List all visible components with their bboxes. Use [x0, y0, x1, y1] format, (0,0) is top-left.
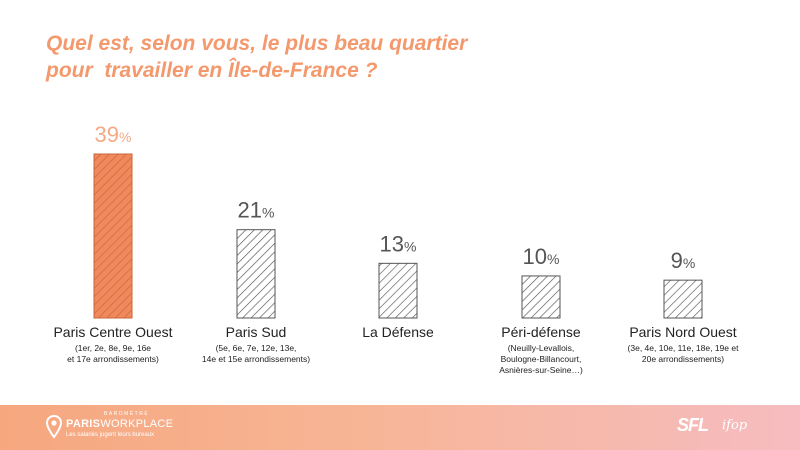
chart-title-line-1: Quel est, selon vous, le plus beau quart…: [46, 32, 468, 55]
category-sublabel: Boulogne-Billancourt,: [501, 354, 582, 364]
chart-title: Quel est, selon vous, le plus beau quart…: [46, 30, 646, 84]
ifop-logo: ifop: [722, 418, 748, 433]
brand-tagline: Les salariés jugent leurs bureaux: [66, 432, 155, 438]
brand-name: PARISWORKPLACE: [66, 418, 206, 431]
category-label: Paris Sud: [226, 324, 287, 340]
category-label: Paris Nord Ouest: [629, 324, 736, 340]
bar: [663, 279, 703, 319]
location-pin-icon: [46, 415, 62, 439]
bar: [93, 153, 133, 319]
value-unit: %: [547, 251, 559, 267]
footer-bar: BAROMÈTRE PARISWORKPLACE Les salariés ju…: [0, 405, 800, 450]
brand-name-bold: PARIS: [66, 418, 101, 430]
category-sublabel: (5e, 6e, 7e, 12e, 13e,: [216, 343, 297, 353]
brand-name-light: WORKPLACE: [100, 418, 174, 430]
value-unit: %: [404, 238, 416, 254]
brand-barometre: BAROMÈTRE: [104, 411, 150, 417]
category-label: Paris Centre Ouest: [53, 324, 172, 340]
category-label: Péri-défense: [501, 324, 581, 340]
value-unit: %: [262, 205, 274, 221]
category-sublabel: 20e arrondissements): [642, 354, 724, 364]
value-label: 21%: [238, 198, 275, 223]
chart-title-line-2: pour travailler en Île-de-France ?: [46, 59, 378, 82]
category-sublabel: 14e et 15e arrondissements): [202, 354, 310, 364]
value-unit: %: [119, 129, 131, 145]
value-label: 9%: [671, 248, 696, 273]
category-sublabel: Asnières-sur-Seine…): [499, 365, 583, 375]
category-sublabel: (1er, 2e, 8e, 9e, 16e: [75, 343, 151, 353]
category-label: La Défense: [362, 324, 434, 340]
value-label: 10%: [523, 244, 560, 269]
category-sublabel: (Neuilly-Levallois,: [508, 343, 575, 353]
value-label: 39%: [95, 122, 132, 147]
value-label: 13%: [380, 231, 417, 256]
category-sublabel: (3e, 4e, 10e, 11e, 18e, 19e et: [628, 343, 740, 353]
bar: [236, 229, 276, 319]
value-unit: %: [683, 255, 695, 271]
bar-chart: 39% Paris Centre Ouest (1er, 2e, 8e, 9e, 1…: [53, 122, 740, 375]
bar: [521, 275, 561, 319]
sfl-logo: SFL: [677, 415, 709, 435]
category-sublabel: et 17e arrondissements): [67, 354, 159, 364]
bar: [378, 262, 418, 319]
